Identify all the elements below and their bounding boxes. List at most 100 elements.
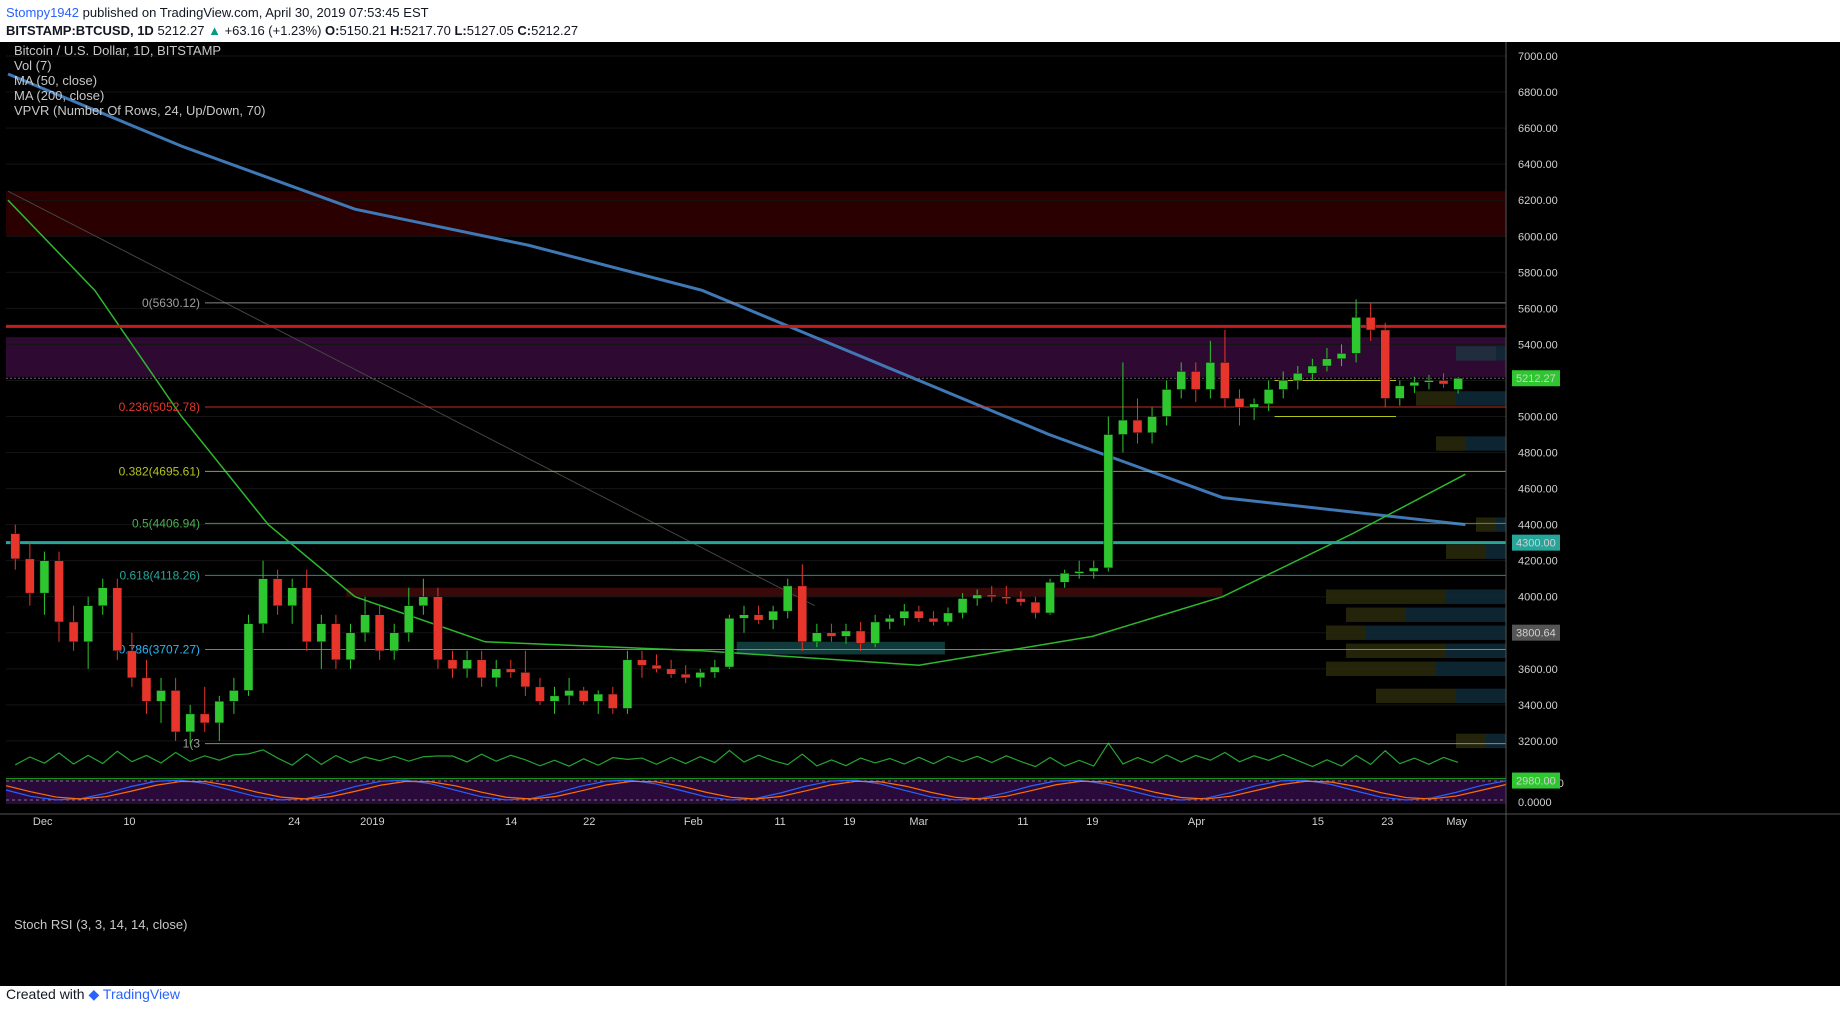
candle-body — [462, 659, 472, 670]
vpvr-up-bar — [1346, 643, 1446, 659]
candle-body — [1088, 567, 1099, 572]
vpvr-down-bar — [1446, 589, 1506, 604]
x-tick-label: 22 — [583, 816, 595, 828]
price-tag — [1512, 772, 1560, 789]
chart-header: Stompy1942 published on TradingView.com,… — [6, 4, 1826, 42]
candle-body — [345, 632, 356, 661]
stoch-rsi-label: Stoch RSI (3, 3, 14, 14, close) — [14, 917, 187, 932]
x-tick-label: 10 — [123, 816, 135, 828]
fib-level-label: 0.786(3707.27) — [119, 642, 200, 656]
candle-body — [1118, 419, 1128, 435]
candle-body — [156, 690, 166, 702]
candle-body — [710, 666, 720, 673]
candle-body — [739, 614, 749, 619]
ma200-line — [7, 72, 1466, 527]
legend-ma50: MA (50, close) — [14, 73, 97, 88]
candle-body — [258, 578, 268, 625]
candle-body — [549, 695, 560, 702]
candle-body — [724, 618, 735, 668]
legend-ma200: MA (200, close) — [14, 88, 104, 103]
candle-body — [1045, 582, 1055, 614]
x-tick-label: 14 — [505, 816, 517, 828]
x-tick-label: Dec — [33, 816, 53, 828]
candle-body — [287, 587, 297, 606]
candle-body — [97, 587, 108, 606]
candle-body — [680, 673, 691, 679]
candle-body — [316, 623, 327, 643]
candle-body — [112, 587, 123, 652]
candle-body — [1424, 380, 1434, 383]
created-with-label: Created with — [6, 986, 85, 1002]
candle-body — [986, 594, 997, 597]
candle-body — [389, 632, 399, 652]
y-tick-label: 6400.00 — [1518, 159, 1558, 171]
fib-level-label: 1(3 — [183, 737, 201, 751]
candle-body — [1438, 380, 1449, 385]
grid-layer — [6, 55, 1506, 778]
x-tick-label: 11 — [774, 816, 785, 828]
candle-body — [855, 630, 866, 644]
y-tick-label: 4600.00 — [1518, 484, 1558, 496]
trend-line — [7, 190, 816, 607]
candle-body — [185, 713, 195, 733]
vpvr-up-bar — [1476, 517, 1496, 532]
y-tick-label: 6600.00 — [1518, 123, 1558, 135]
vpvr-up-bar — [1326, 661, 1436, 677]
candle-body — [520, 672, 531, 688]
candle-body — [666, 668, 676, 675]
y-tick-label: 4200.00 — [1518, 556, 1558, 568]
stoch-k-line — [5, 779, 1507, 801]
author-link[interactable]: Stompy1942 — [6, 5, 79, 20]
price-chart[interactable]: 0(5630.12) 0.236(5052.78) 0.382(4695.61) 0.… — [0, 42, 1840, 986]
candle-body — [272, 578, 283, 606]
candle-body — [782, 585, 793, 612]
y-tick-label: 5000.00 — [1518, 411, 1558, 423]
candle-body — [768, 610, 778, 621]
chart-legend: Bitcoin / U.S. Dollar, 1D, BITSTAMP Vol … — [14, 43, 265, 932]
candle-body — [753, 614, 764, 621]
candle-body — [243, 623, 254, 691]
vpvr-up-bar — [1326, 589, 1446, 604]
candle-body — [1059, 573, 1070, 583]
candle-body — [141, 677, 152, 702]
tradingview-logo-icon[interactable]: ◆ — [88, 986, 100, 1002]
high-value: 5217.70 — [403, 23, 451, 38]
y-tick-label: 4400.00 — [1518, 520, 1558, 532]
candles-layer[interactable] — [10, 299, 1463, 745]
candle-body — [812, 632, 822, 643]
y-tick-label: 5600.00 — [1518, 303, 1558, 315]
price-tag-label: 2980.00 — [1516, 776, 1556, 788]
x-tick-label: 24 — [288, 816, 300, 828]
chart-background — [0, 42, 1840, 986]
x-tick-label: 11 — [1017, 816, 1028, 828]
fib-level-label: 0.236(5052.78) — [119, 400, 200, 414]
moving-averages — [7, 72, 1466, 666]
candle-body — [1220, 362, 1230, 399]
candle-body — [1132, 419, 1143, 433]
candle-body — [418, 596, 429, 606]
candle-body — [1278, 380, 1288, 390]
y-tick-label: 4000.00 — [1518, 592, 1558, 604]
fib-level-label: 0.382(4695.61) — [119, 464, 200, 478]
candle-body — [622, 659, 633, 709]
candle-body — [374, 614, 385, 652]
vpvr-down-bar — [1486, 733, 1506, 749]
candle-body — [1351, 317, 1361, 354]
x-tick-label: 19 — [1086, 816, 1098, 828]
candle-body — [39, 560, 50, 594]
candle-body — [826, 632, 837, 637]
tradingview-brand[interactable]: TradingView — [102, 986, 180, 1002]
volume-line — [15, 742, 1459, 768]
publish-info: published on TradingView.com, April 30, … — [82, 5, 429, 20]
legend-vpvr: VPVR (Number Of Rows, 24, Up/Down, 70) — [14, 103, 265, 118]
candle-body — [578, 690, 589, 702]
vpvr-down-bar — [1486, 544, 1506, 559]
volume-layer — [15, 742, 1459, 768]
candle-body — [899, 610, 910, 619]
supply-zone — [6, 337, 1506, 377]
publish-line: Stompy1942 published on TradingView.com,… — [6, 4, 1826, 22]
fib-level-label: 0.5(4406.94) — [132, 516, 200, 530]
candle-body — [433, 596, 443, 661]
candle-body — [1409, 381, 1420, 387]
chart-footer: Created with ◆ TradingView — [6, 986, 180, 1010]
